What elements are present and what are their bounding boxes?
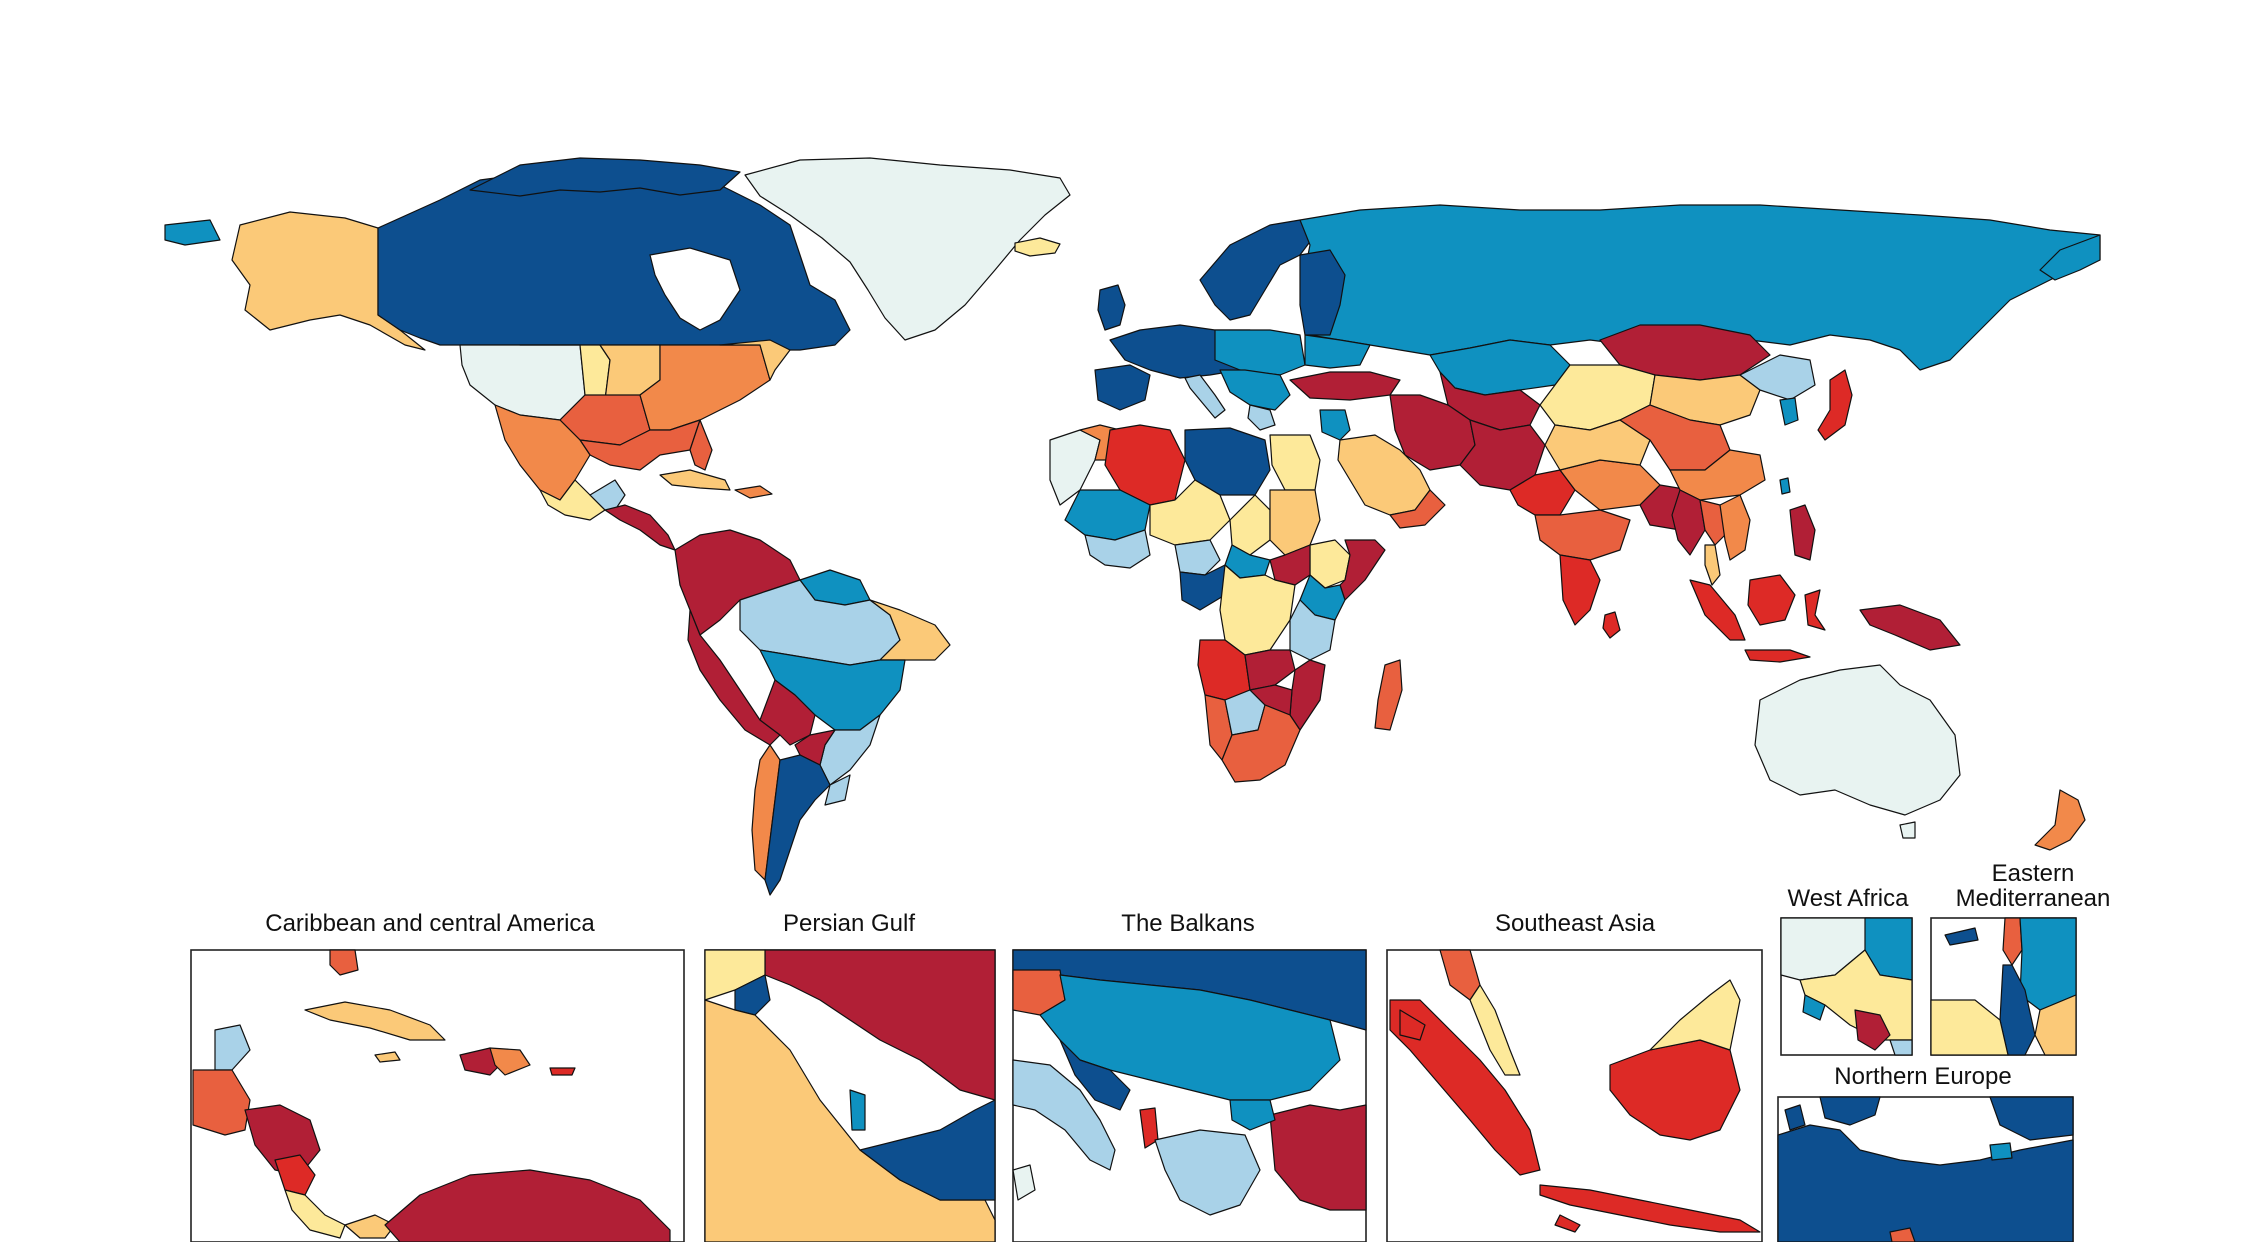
region-eastern-europe <box>1299 249 1346 336</box>
region-hudson-bay <box>649 247 741 331</box>
region-usa-west <box>459 344 586 421</box>
inset-northern-europe: Northern Europe <box>1777 1063 2074 1242</box>
region-sumatra <box>1689 579 1746 641</box>
region-india-south <box>1559 554 1601 626</box>
region-usa-east <box>639 344 771 431</box>
inset-map-west-africa <box>1780 917 1913 1056</box>
region-hispaniola <box>734 485 773 499</box>
inset-map-eastern-mediterranean <box>1930 917 2077 1056</box>
inset-southeast-asia: Southeast Asia <box>1386 910 1763 1242</box>
inset-title-northern-europe: Northern Europe <box>1834 1063 2011 1090</box>
region-uruguay <box>824 774 851 806</box>
region-far-east-russia <box>2039 234 2101 281</box>
inset-caribbean: Caribbean and central America <box>190 910 685 1242</box>
region-australia <box>1754 664 1961 816</box>
region-scandinavia <box>1199 219 1316 321</box>
inset-title-eastern-mediterranean-line1: Eastern <box>1992 860 2075 887</box>
region-mexico-yucatan <box>589 479 626 511</box>
region-sulawesi <box>1804 589 1826 631</box>
region-sri-lanka <box>1602 611 1621 639</box>
region-turkey <box>1289 371 1401 401</box>
region-bolivia <box>759 679 816 746</box>
region-philippines <box>1789 504 1816 561</box>
region-south-africa <box>1221 704 1301 783</box>
inset-map-balkans <box>1012 949 1367 1216</box>
region-brazil-northeast <box>869 599 951 661</box>
inset-balkans: The Balkans <box>1012 910 1367 1242</box>
region-greece <box>1247 404 1276 431</box>
region-new-zealand <box>2034 789 2086 851</box>
inset-persian-gulf: Persian Gulf <box>704 910 996 1242</box>
region-levant <box>1319 409 1351 441</box>
region-yemen-oman <box>1389 489 1446 529</box>
region-egypt <box>1269 434 1321 491</box>
region-zimbabwe <box>1249 684 1293 716</box>
inset-map-caribbean <box>192 949 671 1242</box>
inset-title-caribbean: Caribbean and central America <box>265 910 595 937</box>
inset-title-eastern-mediterranean-line2: Mediterranean <box>1956 885 2111 912</box>
region-chad <box>1229 494 1271 556</box>
inset-eastern-mediterranean: Eastern Mediterranean <box>1930 860 2111 1056</box>
region-china-tibet <box>1544 419 1651 471</box>
region-tanzania <box>1289 599 1336 661</box>
region-iceland <box>1014 237 1061 257</box>
region-java <box>1744 649 1811 663</box>
inset-map-northern-europe <box>1777 1096 2074 1242</box>
region-central-europe <box>1214 329 1306 376</box>
region-japan <box>1817 369 1853 441</box>
region-borneo <box>1747 574 1796 626</box>
region-ukraine <box>1304 334 1371 369</box>
region-italy <box>1184 374 1226 419</box>
region-india-northwest <box>1509 469 1576 516</box>
region-russia <box>1299 204 2101 371</box>
region-florida <box>689 419 713 471</box>
region-balkans <box>1219 369 1291 411</box>
region-alaska <box>231 211 426 351</box>
inset-title-southeast-asia: Southeast Asia <box>1495 910 1656 937</box>
region-peru <box>687 609 781 746</box>
region-china-northeast <box>1739 354 1816 401</box>
region-greenland <box>744 157 1071 341</box>
region-chukotka-west <box>164 219 221 246</box>
region-iberia <box>1094 364 1151 411</box>
region-tasmania <box>1899 821 1916 839</box>
region-nigeria <box>1174 539 1221 576</box>
region-west-africa-coast <box>1084 529 1151 569</box>
region-central-america <box>604 504 676 551</box>
region-india-central <box>1534 509 1631 561</box>
world-map <box>164 157 2101 896</box>
region-new-guinea <box>1859 604 1961 651</box>
inset-title-persian-gulf: Persian Gulf <box>783 910 915 937</box>
inset-west-africa: West Africa <box>1780 885 1913 1056</box>
inset-title-balkans: The Balkans <box>1121 910 1254 937</box>
region-madagascar <box>1374 659 1403 731</box>
inset-map-persian-gulf <box>704 949 996 1242</box>
region-korea <box>1779 397 1799 426</box>
region-usa-northeast <box>719 339 791 381</box>
region-mozambique <box>1289 659 1326 731</box>
region-cuba <box>659 469 731 491</box>
region-vietnam-laos <box>1719 494 1751 561</box>
inset-map-southeast-asia <box>1389 949 1761 1233</box>
region-taiwan <box>1779 477 1791 495</box>
region-canada-arctic-islands <box>469 157 741 197</box>
inset-title-west-africa: West Africa <box>1788 885 1910 912</box>
region-malay-peninsula <box>1704 544 1721 586</box>
region-argentina <box>764 754 831 896</box>
region-british-isles <box>1097 284 1126 331</box>
region-somalia <box>1339 539 1386 601</box>
region-zambia <box>1244 649 1296 691</box>
